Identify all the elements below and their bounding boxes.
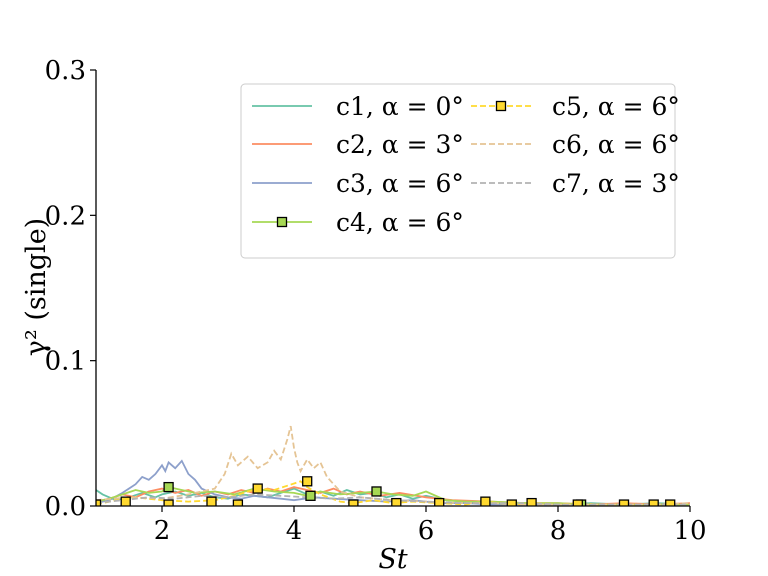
marker-c5 (526, 497, 537, 506)
legend-label: c4, α = 6° (336, 208, 464, 237)
series-line-c3 (96, 459, 690, 506)
y-tick-label: 0.2 (45, 201, 86, 231)
legend-label: c7, α = 3° (552, 169, 680, 198)
x-tick-label: 2 (154, 516, 171, 546)
marker-c5 (391, 497, 402, 506)
series-line-c7 (96, 493, 690, 506)
plot-area (96, 425, 690, 506)
marker-c5 (648, 499, 659, 506)
x-axis-label: St (378, 544, 407, 575)
series-line-c6 (96, 425, 690, 506)
marker-c4 (305, 490, 316, 501)
marker-c5 (618, 499, 630, 506)
marker-c5 (506, 499, 517, 506)
legend: c1, α = 0° c2, α = 3° c3, α = 6° c4, α = 6°… (240, 83, 680, 259)
series-line-c4 (96, 486, 690, 506)
legend-marker (276, 216, 288, 228)
legend-label: c3, α = 6° (336, 169, 464, 198)
marker-c5 (348, 499, 359, 506)
legend-marker (495, 100, 507, 112)
marker-c5 (665, 499, 676, 506)
y-tick-label: 0.3 (45, 56, 86, 86)
axes: 2 4 6 8 10 0.0 0.1 0.2 0.3 (45, 56, 707, 546)
marker-c5 (232, 499, 244, 506)
marker-c5 (480, 496, 491, 506)
x-tick-label: 4 (286, 516, 303, 546)
legend-item-c3: c3, α = 6° (252, 169, 464, 198)
legend-label: c6, α = 6° (552, 130, 680, 159)
marker-c5 (572, 499, 583, 506)
legend-item-c1: c1, α = 0° (252, 92, 464, 121)
legend-item-c4: c4, α = 6° (252, 208, 464, 237)
x-tick-label: 10 (673, 516, 706, 546)
marker-c4 (163, 481, 174, 493)
marker-c5 (163, 499, 174, 506)
legend-label: c5, α = 6° (552, 92, 680, 121)
legend-label: c2, α = 3° (336, 130, 464, 159)
marker-c5 (434, 497, 445, 506)
marker-c5 (120, 496, 131, 506)
x-tick-label: 8 (550, 516, 567, 546)
legend-box (240, 83, 676, 259)
legend-item-c7: c7, α = 3° (471, 169, 680, 198)
marker-c5 (252, 483, 263, 494)
marker-c5 (302, 476, 313, 487)
y-tick-label: 0.0 (45, 492, 86, 522)
x-tick-label: 6 (418, 516, 435, 546)
marker-c5 (206, 496, 217, 506)
series-group (96, 425, 690, 506)
legend-item-c2: c2, α = 3° (252, 130, 464, 159)
legend-label: c1, α = 0° (336, 92, 464, 121)
legend-item-c5: c5, α = 6° (471, 92, 680, 121)
y-tick-label: 0.1 (45, 347, 86, 377)
marker-c4 (371, 486, 382, 497)
marker-c5 (96, 499, 102, 506)
y-axis-label: γ² (single) (21, 218, 52, 356)
legend-item-c6: c6, α = 6° (471, 130, 680, 159)
